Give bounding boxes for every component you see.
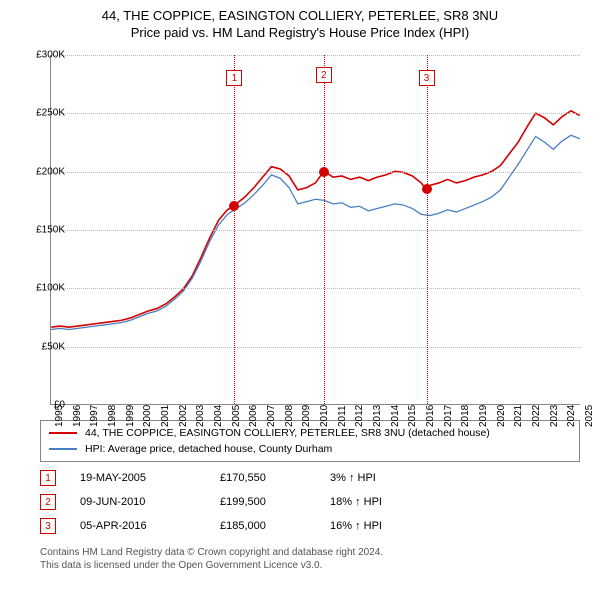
x-axis-label: 2011	[337, 405, 348, 427]
sale-diff-hpi: 16% ↑ HPI	[330, 520, 450, 532]
sale-marker-line	[234, 55, 235, 404]
x-axis-label: 2016	[425, 405, 436, 427]
sale-marker-box: 2	[316, 67, 332, 83]
x-axis-label: 1997	[89, 405, 100, 427]
x-axis-label: 2023	[549, 405, 560, 427]
x-axis-label: 2021	[513, 405, 524, 427]
x-axis-label: 2005	[231, 405, 242, 427]
x-axis-label: 2025	[584, 405, 595, 427]
x-axis-label: 2003	[195, 405, 206, 427]
x-axis-label: 2006	[248, 405, 259, 427]
x-axis-label: 2020	[496, 405, 507, 427]
y-axis-label: £50K	[42, 341, 65, 352]
sale-date: 05-APR-2016	[80, 520, 220, 532]
sales-table-row: 2 09-JUN-2010£199,50018% ↑ HPI	[40, 490, 580, 514]
y-axis-label: £250K	[36, 108, 65, 119]
x-axis-label: 2012	[354, 405, 365, 427]
x-axis-label: 2000	[142, 405, 153, 427]
footer-line1: Contains HM Land Registry data © Crown c…	[40, 546, 580, 559]
sale-marker-line	[427, 55, 428, 404]
sales-table-row: 1 19-MAY-2005£170,5503% ↑ HPI	[40, 466, 580, 490]
x-axis-label: 2018	[460, 405, 471, 427]
x-axis-label: 1995	[54, 405, 65, 427]
sale-date: 09-JUN-2010	[80, 496, 220, 508]
sale-diff-hpi: 18% ↑ HPI	[330, 496, 450, 508]
x-axis-label: 2001	[160, 405, 171, 427]
y-axis-label: £200K	[36, 166, 65, 177]
footer-line2: This data is licensed under the Open Gov…	[40, 559, 580, 572]
sale-marker-box: 1	[226, 70, 242, 86]
x-axis-label: 2014	[390, 405, 401, 427]
sale-marker-mini: 1	[40, 470, 56, 486]
gridline-h	[51, 172, 580, 173]
x-axis-label: 2008	[284, 405, 295, 427]
gridline-h	[51, 347, 580, 348]
legend-row-2: HPI: Average price, detached house, Coun…	[49, 441, 571, 457]
sale-diff-hpi: 3% ↑ HPI	[330, 472, 450, 484]
x-axis-label: 2013	[372, 405, 383, 427]
sale-dot	[229, 201, 239, 211]
x-axis-label: 1999	[125, 405, 136, 427]
y-axis-label: £100K	[36, 283, 65, 294]
x-axis-label: 2002	[178, 405, 189, 427]
chart-title-main: 44, THE COPPICE, EASINGTON COLLIERY, PET…	[0, 8, 600, 23]
sale-marker-box: 3	[419, 70, 435, 86]
y-axis-label: £300K	[36, 50, 65, 61]
chart-plot-area: 1 2 3	[50, 55, 580, 405]
x-axis-label: 1996	[72, 405, 83, 427]
x-axis-label: 2022	[531, 405, 542, 427]
x-axis-label: 2004	[213, 405, 224, 427]
sale-marker-line	[324, 55, 325, 404]
x-axis-label: 2010	[319, 405, 330, 427]
legend-swatch-hpi	[49, 448, 77, 450]
sale-dot	[422, 184, 432, 194]
sale-price: £170,550	[220, 472, 330, 484]
series-line	[51, 111, 579, 327]
x-axis-label: 2015	[407, 405, 418, 427]
x-axis-label: 2007	[266, 405, 277, 427]
sales-table-row: 3 05-APR-2016£185,00016% ↑ HPI	[40, 514, 580, 538]
sale-dot	[319, 167, 329, 177]
gridline-h	[51, 288, 580, 289]
chart-title-sub: Price paid vs. HM Land Registry's House …	[0, 25, 600, 40]
sale-price: £199,500	[220, 496, 330, 508]
x-axis-label: 1998	[107, 405, 118, 427]
sale-price: £185,000	[220, 520, 330, 532]
y-axis-label: £150K	[36, 225, 65, 236]
legend-swatch-property	[49, 432, 77, 434]
legend-label-property: 44, THE COPPICE, EASINGTON COLLIERY, PET…	[85, 427, 490, 439]
x-axis-label: 2024	[566, 405, 577, 427]
footer-note: Contains HM Land Registry data © Crown c…	[40, 546, 580, 572]
gridline-h	[51, 230, 580, 231]
legend-row-1: 44, THE COPPICE, EASINGTON COLLIERY, PET…	[49, 425, 571, 441]
legend-label-hpi: HPI: Average price, detached house, Coun…	[85, 443, 332, 455]
sales-table: 1 19-MAY-2005£170,5503% ↑ HPI 2 09-JUN-2010…	[40, 466, 580, 538]
sale-marker-mini: 3	[40, 518, 56, 534]
x-axis-label: 2009	[301, 405, 312, 427]
sale-date: 19-MAY-2005	[80, 472, 220, 484]
sale-marker-mini: 2	[40, 494, 56, 510]
x-axis-label: 2017	[443, 405, 454, 427]
x-axis-label: 2019	[478, 405, 489, 427]
gridline-h	[51, 113, 580, 114]
gridline-h	[51, 55, 580, 56]
